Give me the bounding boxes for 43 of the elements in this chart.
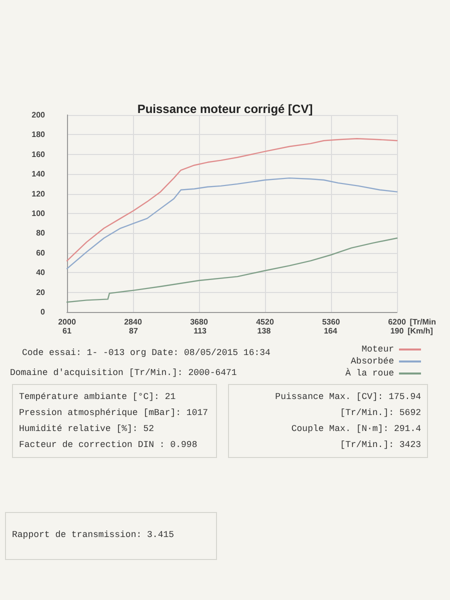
legend-label: À la roue [345, 368, 394, 378]
text: Code essai: 1- -013 org Date: 08/05/2015 16:34 [22, 348, 270, 358]
text: Pression atmosphérique [mBar]: 1017 [19, 407, 210, 420]
text: Puissance Max. [CV]: 175.94 [274, 391, 421, 404]
line-series [66, 177, 398, 270]
x2-tick-label: 190 [390, 326, 404, 336]
y-tick-label: 100 [32, 209, 46, 218]
text: [Tr/Min.]: 5692 [338, 407, 421, 420]
x2-tick-label: 113 [194, 326, 208, 336]
y-tick-label: 160 [32, 150, 46, 159]
x2-axis-title: [Km/h] [408, 326, 434, 336]
line-series [66, 238, 398, 303]
y-tick-label: 120 [32, 189, 46, 198]
x2-tick-label: 87 [129, 326, 139, 336]
y-tick-label: 0 [40, 308, 46, 316]
text: Température ambiante [°C]: 21 [19, 391, 177, 404]
x2-tick-label: 61 [62, 326, 72, 336]
x-tick-label: 5360 [322, 318, 340, 326]
y-tick-label: 40 [36, 268, 46, 278]
legend-label: Absorbée [350, 356, 394, 366]
y-tick-label: 200 [32, 110, 46, 120]
x-tick-label: 2840 [124, 318, 142, 326]
x-tick-label: 4520 [256, 318, 274, 326]
x-tick-label: 2000 [58, 318, 76, 326]
chart-title: Puissance moteur corrigé [CV] [137, 102, 313, 116]
legend-label: Moteur [362, 344, 394, 354]
y-tick-label: 20 [36, 288, 46, 297]
text: Humidité relative [%]: 52 [19, 423, 156, 436]
line-series [66, 138, 398, 262]
y-tick-label: 180 [32, 130, 46, 140]
x2-tick-label: 164 [324, 326, 338, 336]
x-tick-label: 3680 [190, 318, 208, 326]
y-tick-label: 140 [32, 170, 46, 179]
text: [Tr/Min.]: 3423 [338, 439, 421, 452]
text: Facteur de correction DIN : 0.998 [19, 439, 198, 452]
text: Rapport de transmission: 3.415 [12, 529, 176, 542]
x-axis-title: [Tr/Min [410, 318, 436, 326]
x-tick-label: 6200 [388, 318, 406, 326]
text: Couple Max. [N·m]: 291.4 [290, 423, 421, 436]
y-tick-label: 60 [36, 248, 46, 258]
text: Domaine d'acquisition [Tr/Min.]: 2000-6471 [10, 368, 237, 378]
y-tick-label: 80 [36, 228, 46, 238]
x2-tick-label: 138 [257, 326, 272, 336]
